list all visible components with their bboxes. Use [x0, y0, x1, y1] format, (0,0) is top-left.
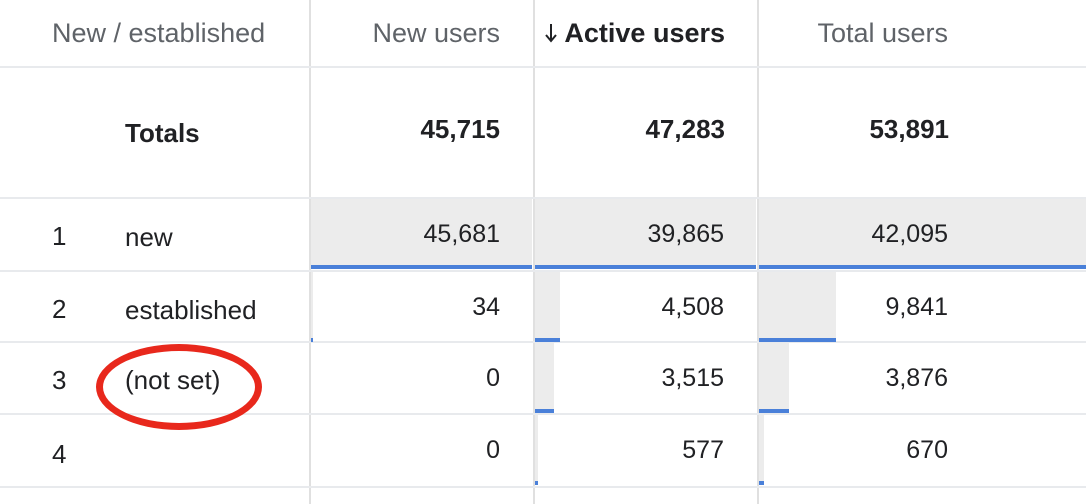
totals-total-users: 53,891: [869, 114, 949, 144]
value-bar-line: [535, 338, 560, 342]
value-bar: [759, 199, 1086, 265]
row-number: 3: [52, 365, 67, 395]
column-header-new-users[interactable]: New users: [318, 0, 500, 66]
arrow-down-icon: [545, 24, 558, 43]
column-header-label: New users: [372, 17, 500, 48]
cell-active-users: 577: [682, 436, 724, 464]
cell-active-users: 3,515: [661, 364, 724, 392]
cell-new-users: 34: [472, 293, 500, 321]
value-bar-line: [311, 338, 313, 342]
cell-total-users: 670: [906, 436, 948, 464]
totals-active-users: 47,283: [645, 114, 725, 144]
value-bar-line: [759, 265, 1086, 269]
column-divider: [309, 0, 311, 504]
cell-active-users: 4,508: [661, 293, 724, 321]
table-row[interactable]: 1 new 45,681 39,865 42,095: [0, 199, 1086, 269]
value-bar: [311, 199, 532, 265]
row-number: 2: [52, 294, 67, 324]
value-bar-line: [311, 265, 532, 269]
value-bar: [759, 272, 836, 338]
annotation-circle: [96, 344, 262, 430]
cell-new-users: 0: [486, 364, 500, 392]
column-divider: [757, 0, 759, 504]
column-header-total-users[interactable]: Total users: [762, 0, 948, 66]
cell-total-users: 3,876: [885, 364, 948, 392]
value-bar: [535, 343, 554, 409]
value-bar: [311, 272, 313, 338]
row-divider: [0, 486, 1086, 488]
column-header-label: Total users: [817, 17, 948, 48]
row-number: 4: [52, 439, 67, 469]
value-bar-line: [759, 481, 764, 485]
row-divider: [0, 197, 1086, 199]
row-divider: [0, 270, 1086, 272]
totals-new-users: 45,715: [420, 114, 500, 144]
totals-label: Totals: [125, 118, 200, 148]
value-bar: [535, 415, 538, 481]
table-row[interactable]: 4 0 577 670: [0, 415, 1086, 485]
cell-new-users: 0: [486, 436, 500, 464]
row-label: new: [125, 222, 173, 252]
row-number: 1: [52, 221, 67, 251]
table-row[interactable]: 2 established 34 4,508 9,841: [0, 272, 1086, 342]
cell-active-users: 39,865: [647, 220, 724, 248]
column-divider: [533, 0, 535, 504]
row-divider: [0, 341, 1086, 343]
value-bar-line: [759, 338, 836, 342]
value-bar: [535, 199, 756, 265]
column-header-label: Active users: [564, 17, 725, 48]
row-divider: [0, 413, 1086, 415]
cell-new-users: 45,681: [423, 220, 500, 248]
value-bar: [759, 343, 789, 409]
row-label: established: [125, 295, 257, 325]
cell-total-users: 9,841: [885, 293, 948, 321]
value-bar: [535, 272, 560, 338]
value-bar-line: [535, 409, 554, 413]
column-header-label: New / established: [52, 17, 266, 48]
value-bar-line: [535, 481, 538, 485]
value-bar: [759, 415, 764, 481]
value-bar-line: [535, 265, 756, 269]
column-header-dimension[interactable]: New / established: [52, 0, 302, 66]
row-divider: [0, 66, 1086, 68]
cell-total-users: 42,095: [871, 220, 948, 248]
column-header-active-users[interactable]: Active users: [540, 0, 725, 66]
value-bar-line: [759, 409, 789, 413]
